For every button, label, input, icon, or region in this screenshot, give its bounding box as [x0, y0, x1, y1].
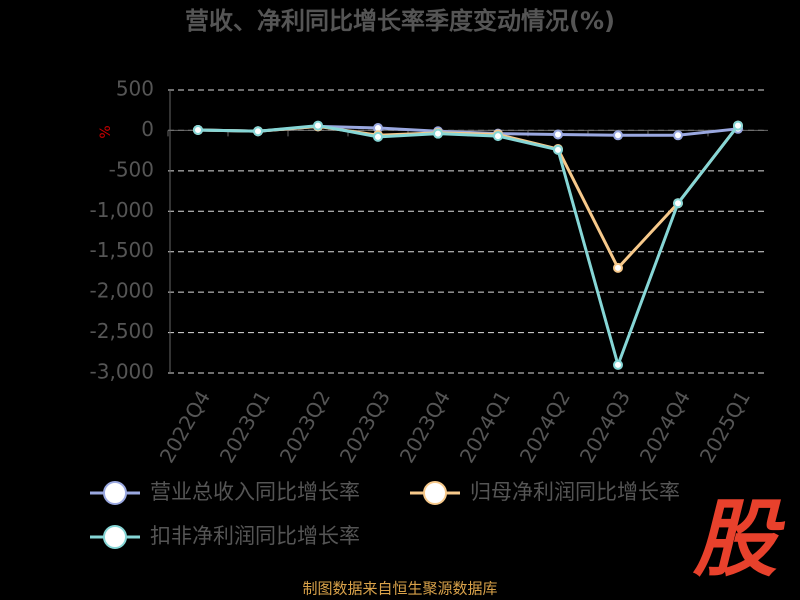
series-line: [197, 124, 740, 271]
legend-marker: [423, 481, 447, 505]
x-tick-label: 2024Q3: [575, 386, 635, 467]
x-tick-label: 2025Q1: [695, 386, 755, 467]
point: [373, 131, 383, 142]
y-tick-label: -1,000: [90, 198, 154, 222]
legend-label: 营业总收入同比增长率: [150, 480, 360, 504]
point: [313, 120, 323, 131]
point: [193, 125, 203, 136]
point: [553, 129, 563, 140]
x-tick-label: 2024Q4: [635, 386, 695, 467]
point: [613, 359, 623, 370]
y-tick-label: -2,500: [90, 319, 154, 343]
legend-label: 归母净利润同比增长率: [470, 480, 680, 504]
x-tick-label: 2023Q2: [275, 386, 335, 467]
y-tick-label: 500: [116, 77, 154, 101]
point: [613, 262, 623, 273]
point: [253, 126, 263, 137]
source-note: 制图数据来自恒生聚源数据库: [302, 580, 497, 598]
x-tick-label: 2022Q4: [155, 386, 215, 467]
logo: 股: [692, 490, 786, 588]
legend-marker: [103, 481, 127, 505]
x-tick-label: 2023Q3: [335, 386, 395, 467]
x-tick-label: 2024Q1: [455, 386, 515, 467]
point: [493, 131, 503, 142]
point: [673, 198, 683, 209]
y-tick-label: 0: [141, 117, 154, 141]
x-tick-label: 2023Q1: [215, 386, 275, 467]
legend-label: 扣非净利润同比增长率: [150, 524, 360, 548]
series-line: [197, 124, 740, 370]
x-tick-label: 2023Q4: [395, 386, 455, 467]
y-tick-label: -3,000: [90, 360, 154, 384]
y-tick-label: -500: [109, 157, 154, 181]
point: [553, 144, 563, 155]
point: [733, 120, 743, 131]
legend-marker: [103, 525, 127, 549]
x-tick-label: 2024Q2: [515, 386, 575, 467]
y-tick-label: -2,000: [90, 279, 154, 303]
point: [433, 128, 443, 139]
chart-title: 营收、净利同比增长率季度变动情况(%): [185, 7, 615, 35]
point: [673, 130, 683, 141]
y-unit: %: [98, 125, 114, 138]
point: [613, 130, 623, 141]
y-tick-label: -1,500: [90, 238, 154, 262]
